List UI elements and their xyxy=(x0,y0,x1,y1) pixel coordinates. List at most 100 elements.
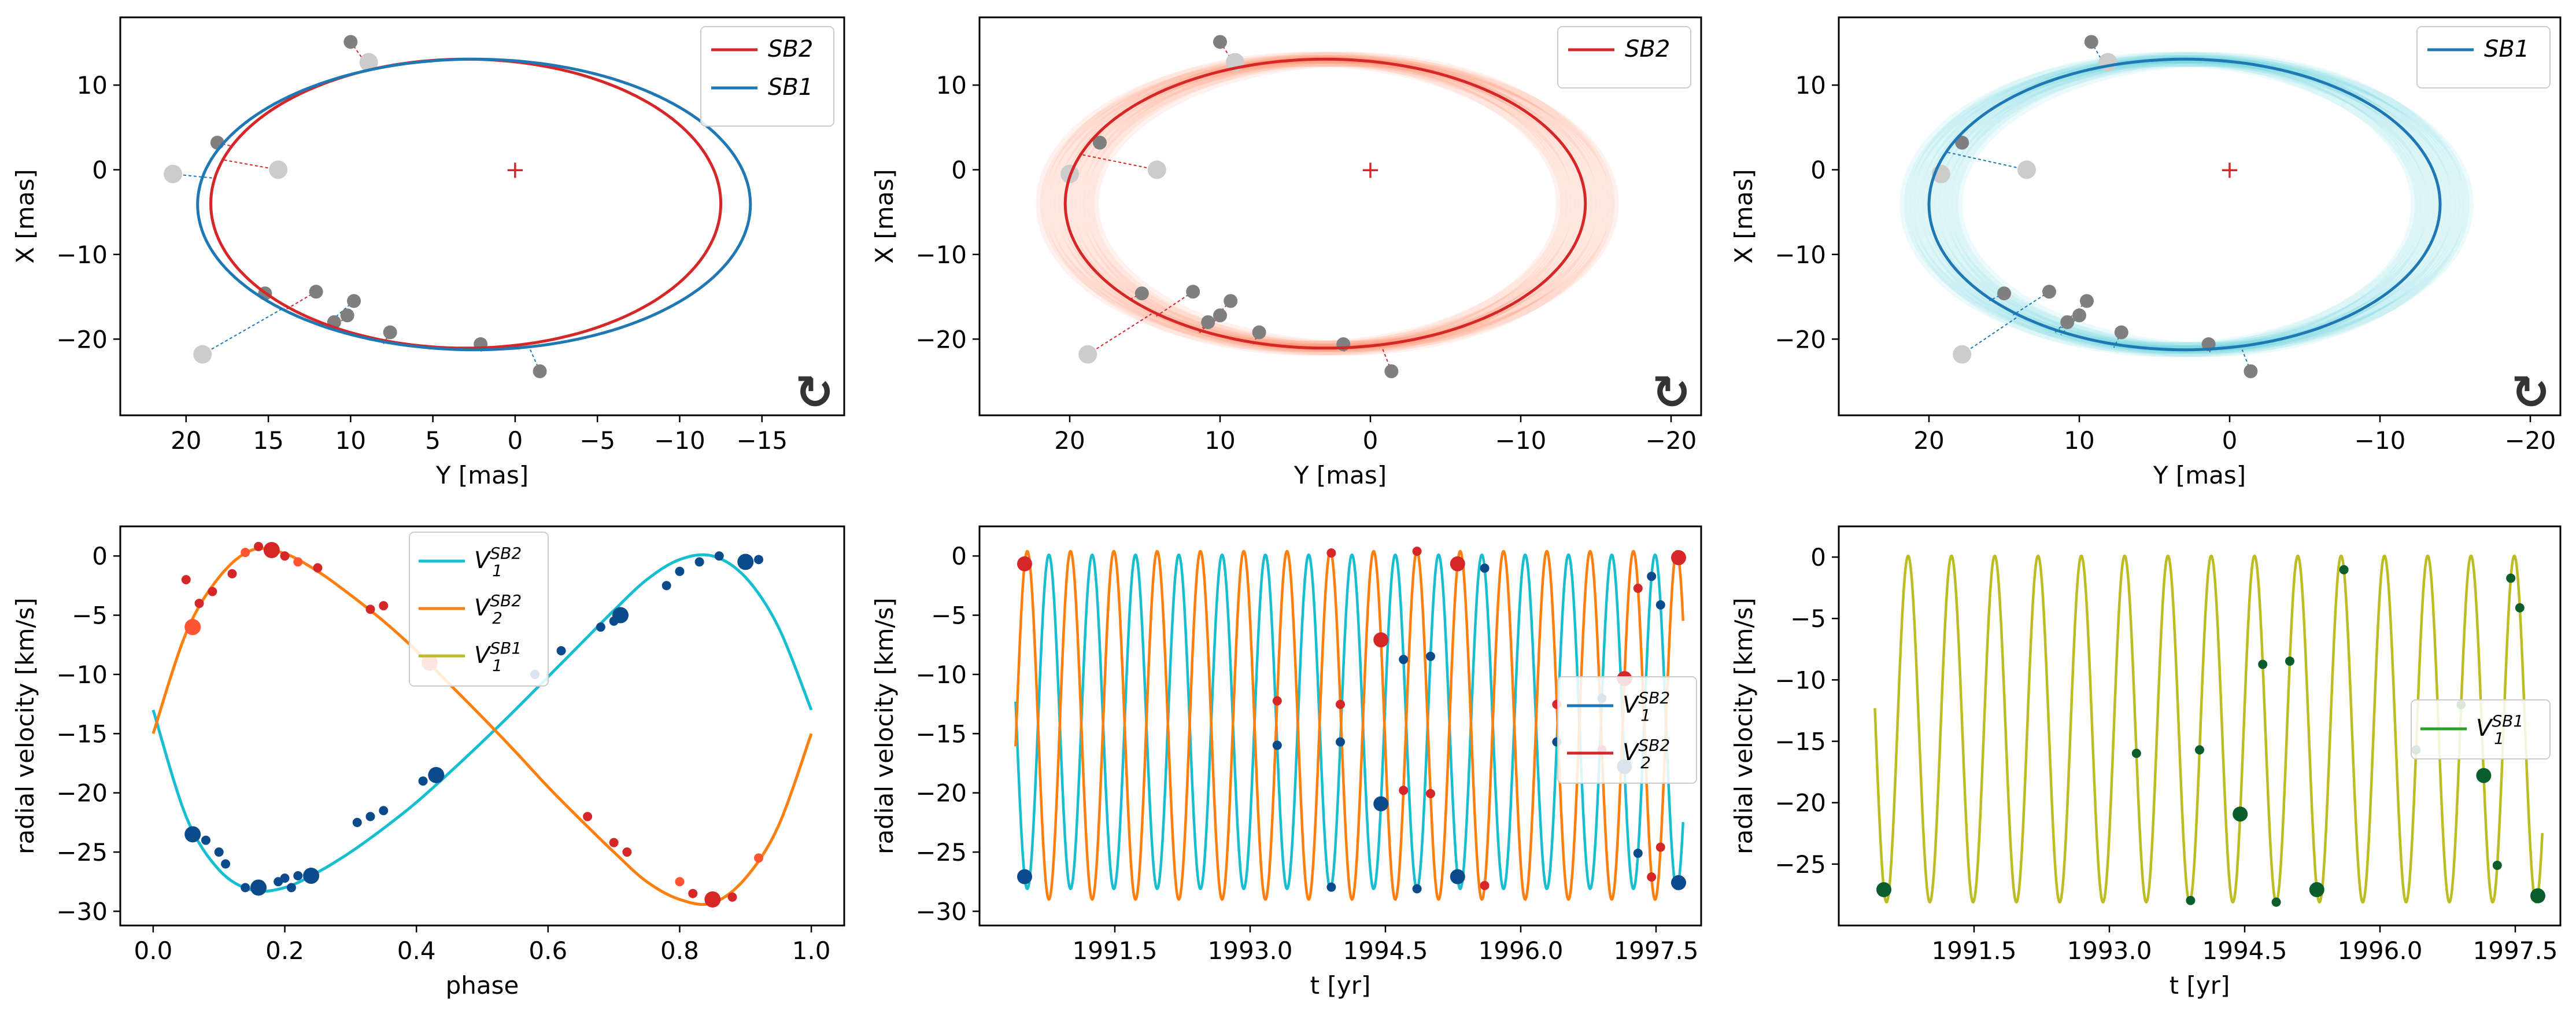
rv-time-point xyxy=(1633,584,1643,593)
rotation-direction-icon: ↻ xyxy=(2511,366,2550,419)
rv-point-v2 xyxy=(704,891,721,908)
plot-area-orbit_sb1 xyxy=(1899,35,2474,378)
x-tick-label: 10 xyxy=(2064,426,2094,455)
posterior-orbit xyxy=(1086,55,1615,352)
y-axis-label: radial velocity [km/s] xyxy=(11,598,39,854)
rv-point-v2 xyxy=(254,541,264,551)
axes-rv_time_sb1: 1991.5 1993.0 1994.5 1996.0 1997.5−25−20−15−… xyxy=(1729,525,2562,1000)
legend-box xyxy=(2416,26,2551,89)
axes-frame xyxy=(119,16,845,416)
observation-point xyxy=(1093,135,1107,150)
rv-point-v1 xyxy=(675,566,685,576)
observation-point xyxy=(359,53,378,72)
observation-point xyxy=(2060,315,2075,329)
observation-point xyxy=(1953,345,1972,364)
rv-time-point xyxy=(1671,875,1686,890)
observation-point xyxy=(1997,286,2011,301)
rv-point-v2 xyxy=(622,847,632,857)
rv-point-v2 xyxy=(241,548,250,558)
x-axis: 0.0 0.2 0.4 0.6 0.8 1.0 xyxy=(134,925,830,965)
x-tick-label: 1997.5 xyxy=(1614,936,1699,965)
x-axis: 1991.5 1993.0 1994.5 1996.0 1997.5 xyxy=(1932,925,2558,965)
rv-point-v1 xyxy=(754,555,764,565)
y-tick-label: −20 xyxy=(56,779,108,807)
posterior-band xyxy=(1899,51,2474,357)
rotation-direction-icon: ↻ xyxy=(1652,366,1691,419)
y-axis-label: X [mas] xyxy=(1729,169,1758,263)
observation-point xyxy=(1134,286,1149,301)
posterior-orbit xyxy=(1091,58,1619,349)
rv-point-v2 xyxy=(293,557,303,567)
rv-time-point xyxy=(1655,600,1665,610)
x-tick-label: 10 xyxy=(1204,426,1235,455)
residual-line xyxy=(1381,348,1392,372)
plot-area-rv_time_sb1 xyxy=(1873,554,2545,907)
axes-rv_phase: 0.0 0.2 0.4 0.6 0.8 1.0 −30 −25 −20 −15 −10 −5 0 phas… xyxy=(11,525,845,1000)
axes-frame xyxy=(978,16,1702,416)
observation-point xyxy=(2114,325,2128,340)
x-tick-label: 15 xyxy=(253,426,283,455)
legend-label: VSB2 2 xyxy=(1623,736,1670,772)
x-tick-label: 1997.5 xyxy=(2473,936,2558,965)
residual-line xyxy=(1945,151,2027,171)
y-tick-label: −15 xyxy=(915,720,967,748)
y-axis: −30 −25 −20 −15 −10 −5 0 xyxy=(56,542,120,925)
x-axis-label: Y [mas] xyxy=(2153,461,2246,489)
rv-point-v2 xyxy=(727,892,737,902)
x-tick-label: −10 xyxy=(2355,426,2406,455)
x-tick-label: 0.2 xyxy=(265,936,304,965)
axes-orbit_sb2: 20 10 0 −10 −20 −20 −10 0 10 Y [mas] X [mas] + ↻ SB2 xyxy=(870,16,1702,489)
rv-time-point xyxy=(1426,788,1435,798)
rotation-direction-icon: ↻ xyxy=(795,366,834,419)
y-tick-label: 0 xyxy=(92,156,108,184)
observation-point xyxy=(1224,294,1238,308)
x-tick-label: 1993.0 xyxy=(1208,936,1293,965)
observation-point xyxy=(2017,160,2036,179)
rv-point-v1 xyxy=(214,847,224,857)
rv-time-point xyxy=(2492,860,2502,870)
axes-frame xyxy=(1838,16,2562,416)
posterior-orbit xyxy=(1912,55,2432,354)
x-axis-label: phase xyxy=(446,971,519,1000)
rv-time-point xyxy=(2339,565,2349,574)
rv-time-point xyxy=(2258,659,2268,669)
y-tick-label: −10 xyxy=(915,661,967,689)
rv-curve xyxy=(151,547,813,906)
rv-point-v1 xyxy=(596,622,605,632)
y-tick-label: 10 xyxy=(936,71,967,99)
plot-area-rv_time_sb2 xyxy=(1014,547,1686,901)
posterior-orbit xyxy=(1056,51,1585,356)
observation-point xyxy=(347,294,361,308)
posterior-orbit xyxy=(1082,51,1611,356)
residual-line xyxy=(1087,313,1152,355)
observation-point xyxy=(309,285,323,299)
rv-point-v2 xyxy=(181,575,191,585)
rv-time-point xyxy=(1876,882,1891,898)
x-tick-label: 1996.0 xyxy=(1479,936,1564,965)
posterior-orbit xyxy=(1950,55,2470,354)
x-tick-label: 1993.0 xyxy=(2067,936,2152,965)
observation-point xyxy=(2042,285,2056,299)
legend-box xyxy=(409,532,549,687)
y-tick-label: 0 xyxy=(1810,156,1826,184)
x-tick-label: 1994.5 xyxy=(2202,936,2287,965)
y-tick-label: 0 xyxy=(951,156,967,184)
observation-point xyxy=(340,308,354,323)
x-tick-label: 5 xyxy=(425,426,441,455)
posterior-orbit xyxy=(1065,58,1594,349)
rv-time-point xyxy=(2131,748,2141,758)
rv-time-points xyxy=(1876,565,2545,907)
rv-point-v1 xyxy=(737,554,754,570)
x-tick-label: 0 xyxy=(1363,426,1378,455)
observation-point xyxy=(343,35,358,49)
x-tick-label: −10 xyxy=(1495,426,1547,455)
posterior-orbit xyxy=(1920,51,2440,357)
legend-label: VSB1 1 xyxy=(474,639,522,675)
x-tick-label: 1991.5 xyxy=(1073,936,1158,965)
x-tick-label: −5 xyxy=(579,426,615,455)
rv-time-curve xyxy=(1014,553,1685,890)
rv-time-point xyxy=(1017,869,1032,884)
observation-point xyxy=(1955,135,1969,150)
x-tick-label: −15 xyxy=(736,426,788,455)
rv-point-v1 xyxy=(661,581,671,591)
